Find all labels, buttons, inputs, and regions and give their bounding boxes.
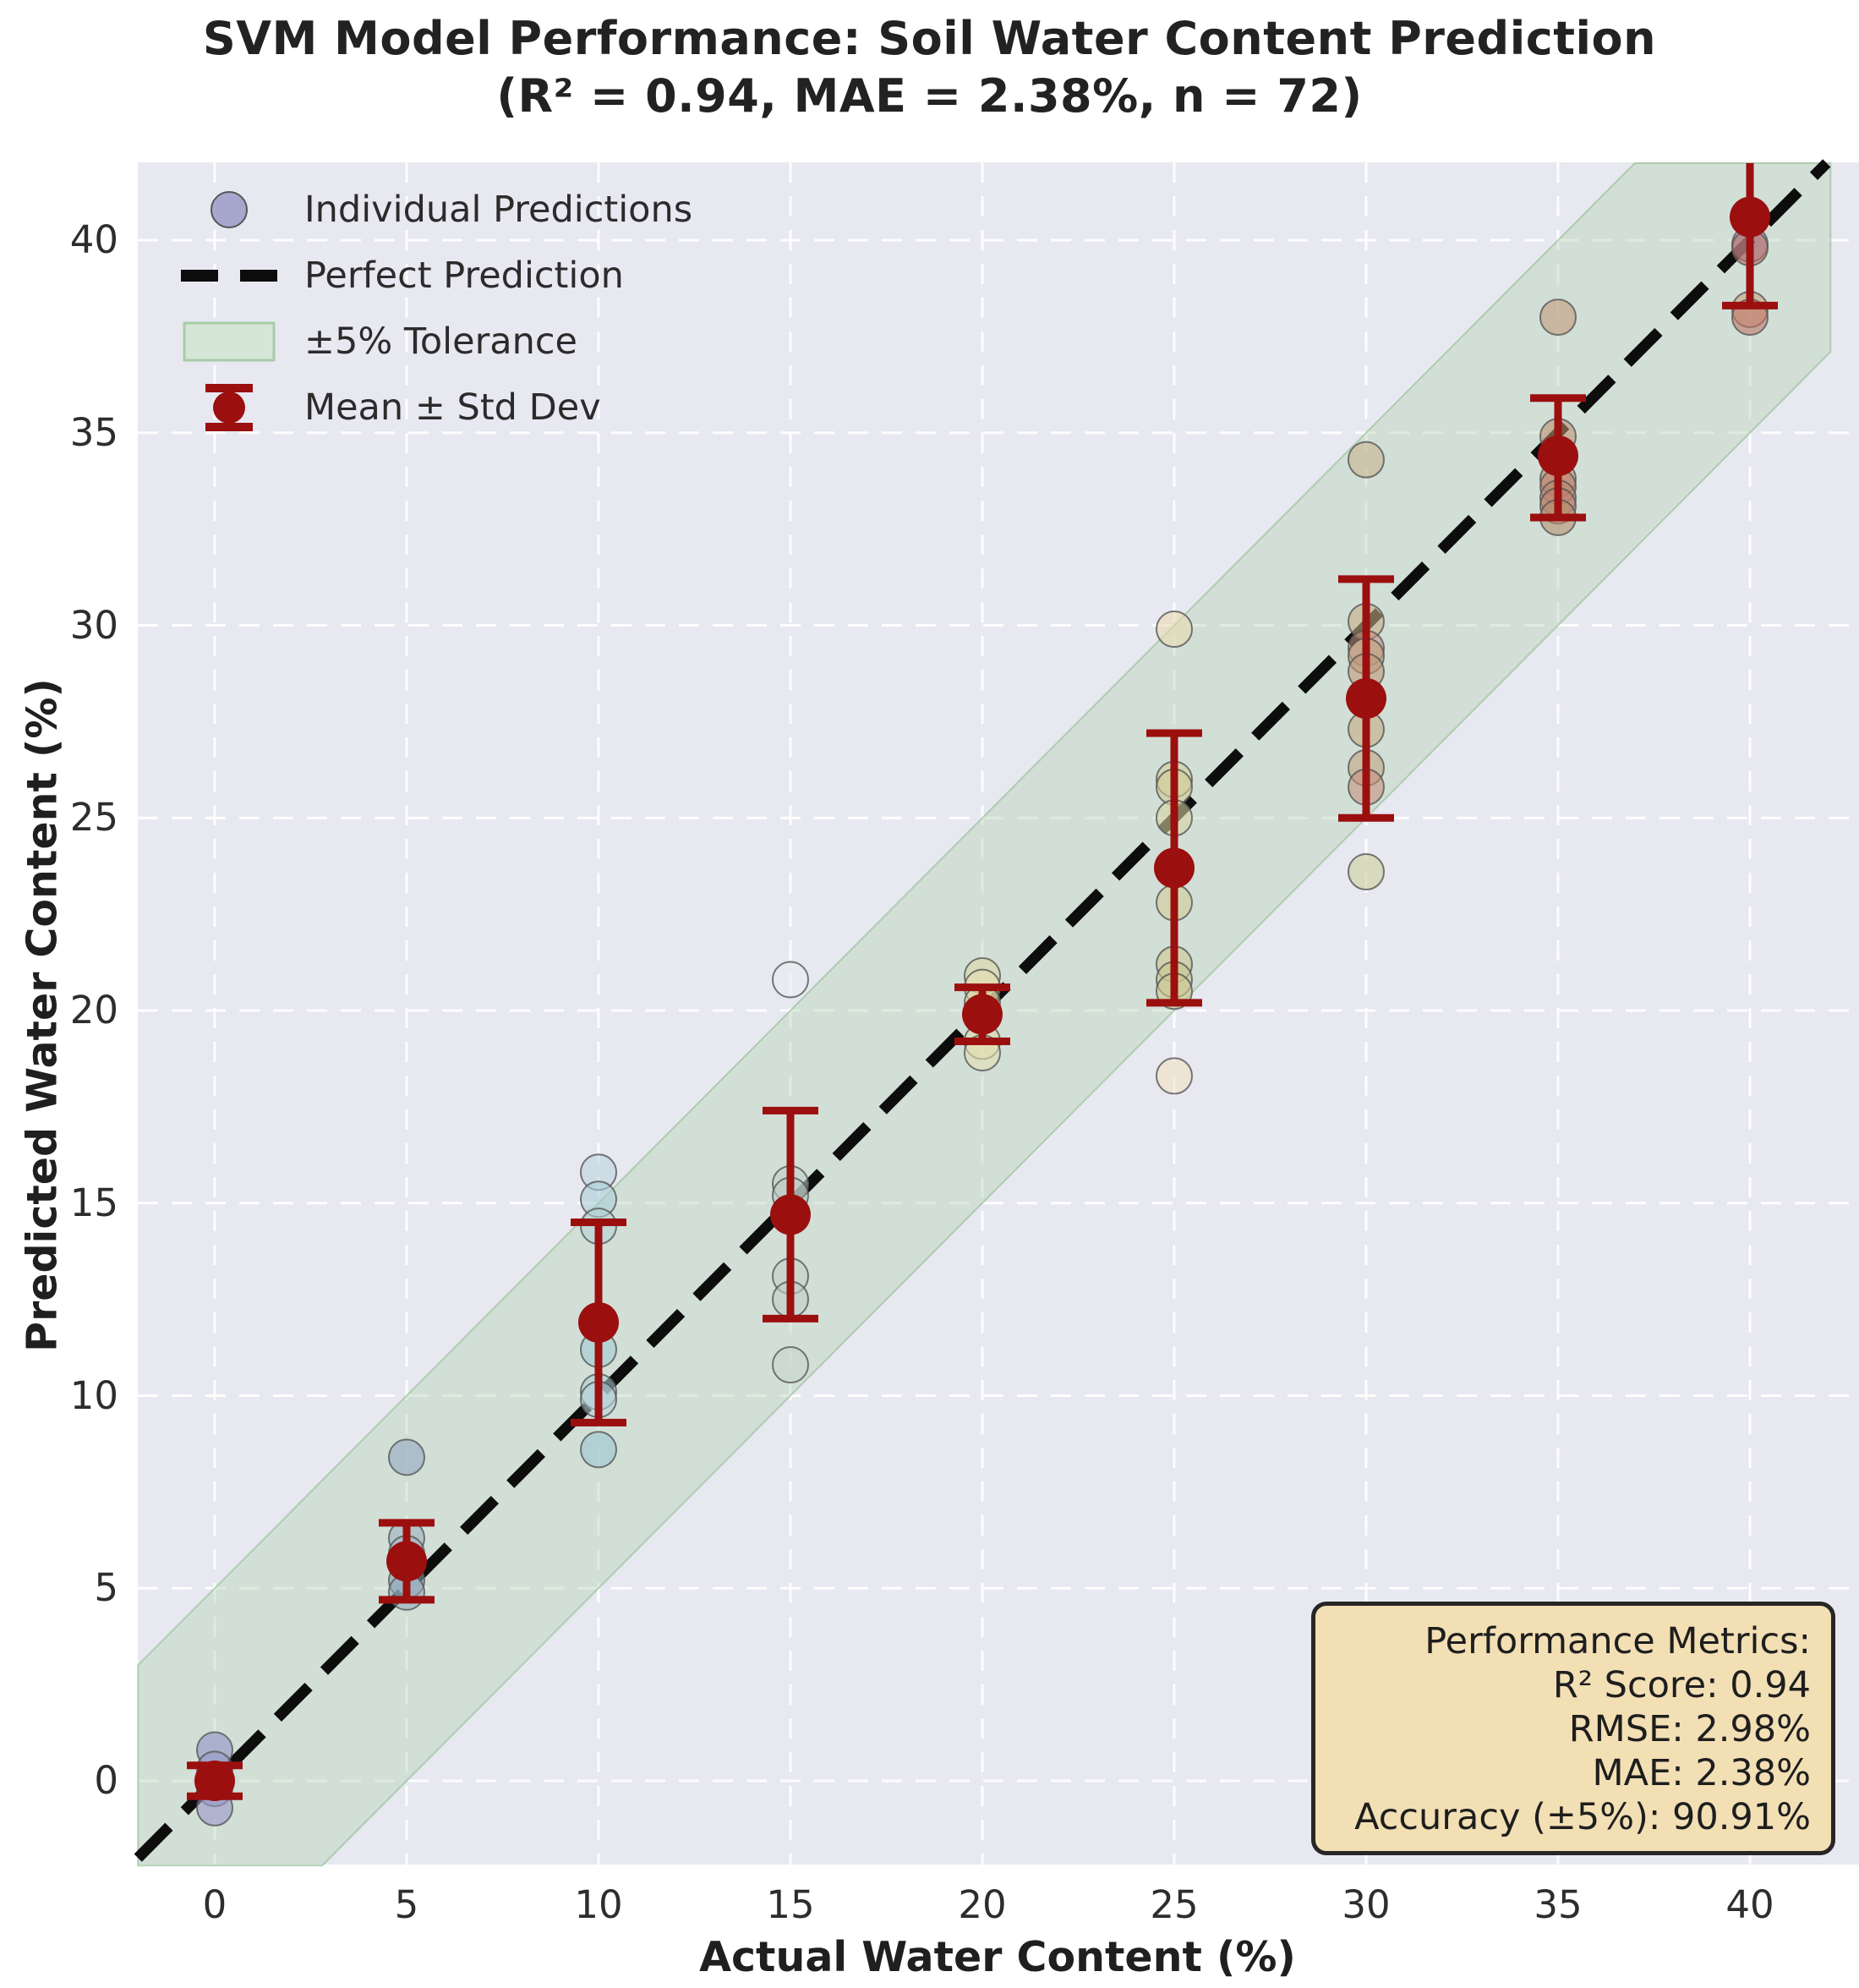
- legend-item-label: Mean ± Std Dev: [304, 386, 601, 429]
- x-tick-label: 5: [394, 1882, 419, 1927]
- legend-item-perfect-prediction: Perfect Prediction: [166, 250, 692, 301]
- metrics-accuracy: Accuracy (±5%): 90.91%: [1354, 1796, 1811, 1838]
- y-tick-label: 5: [94, 1565, 118, 1611]
- mean-marker: [1538, 435, 1578, 477]
- performance-metrics-box: Performance Metrics: R² Score: 0.94 RMSE…: [1311, 1602, 1835, 1855]
- mean-marker: [386, 1541, 427, 1582]
- y-tick-label: 40: [69, 217, 118, 262]
- legend-item-label: ±5% Tolerance: [304, 320, 577, 363]
- chart-title-line2: (R² = 0.94, MAE = 2.38%, n = 72): [496, 69, 1363, 123]
- scatter-point: [580, 1431, 617, 1469]
- y-axis-label: Predicted Water Content (%): [18, 678, 67, 1352]
- y-tick-label: 10: [69, 1372, 118, 1418]
- scatter-point: [1348, 853, 1385, 891]
- y-tick-label: 15: [69, 1180, 118, 1225]
- errorbar-icon: [166, 382, 293, 433]
- x-tick-label: 35: [1534, 1882, 1583, 1927]
- chart-title-line1: SVM Model Performance: Soil Water Conten…: [202, 12, 1657, 65]
- x-axis-label: Actual Water Content (%): [699, 1933, 1296, 1981]
- mean-marker: [578, 1301, 619, 1343]
- y-axis-tick-labels: 40 35 30 25 20 15 10 5 0: [44, 216, 118, 1805]
- x-tick-label: 25: [1150, 1882, 1199, 1927]
- scatter-dot-icon: [166, 184, 293, 235]
- dashed-line-icon: [166, 250, 293, 301]
- legend-item-tolerance-band: ±5% Tolerance: [166, 316, 692, 367]
- mean-marker: [962, 994, 1003, 1035]
- legend: Individual Predictions Perfect Predictio…: [166, 184, 692, 433]
- x-tick-label: 20: [958, 1882, 1007, 1927]
- x-tick-label: 15: [766, 1882, 815, 1927]
- legend-item-label: Perfect Prediction: [304, 255, 624, 297]
- x-tick-label: 30: [1342, 1882, 1391, 1927]
- y-tick-label: 35: [69, 409, 118, 455]
- y-tick-label: 0: [94, 1758, 118, 1803]
- legend-item-mean-std: Mean ± Std Dev: [166, 382, 692, 433]
- mean-marker: [1346, 678, 1386, 720]
- x-axis-tick-labels: 0 5 10 15 20 25 30 35 40: [179, 1882, 1785, 1928]
- mean-marker: [1154, 847, 1195, 889]
- metrics-mae: MAE: 2.38%: [1592, 1752, 1811, 1794]
- scatter-point: [388, 1438, 425, 1476]
- metrics-title: Performance Metrics:: [1424, 1620, 1811, 1662]
- scatter-point: [1348, 441, 1385, 479]
- mean-marker: [1730, 196, 1770, 238]
- mean-marker: [194, 1761, 235, 1801]
- scatter-point: [772, 961, 809, 999]
- y-tick-label: 30: [69, 602, 118, 648]
- x-tick-label: 0: [202, 1882, 227, 1927]
- scatter-point: [1156, 611, 1193, 649]
- metrics-rmse: RMSE: 2.98%: [1568, 1708, 1811, 1750]
- scatter-point: [1156, 1057, 1193, 1095]
- scatter-point: [1539, 298, 1577, 337]
- legend-item-label: Individual Predictions: [304, 189, 693, 231]
- y-tick-label: 20: [69, 988, 118, 1032]
- band-swatch-icon: [166, 316, 293, 367]
- legend-item-individual-predictions: Individual Predictions: [166, 184, 692, 235]
- scatter-point: [772, 1346, 809, 1384]
- x-tick-label: 40: [1725, 1882, 1774, 1927]
- x-tick-label: 10: [574, 1882, 623, 1927]
- metrics-r2: R² Score: 0.94: [1552, 1664, 1811, 1706]
- mean-marker: [770, 1194, 811, 1235]
- y-tick-label: 25: [69, 795, 118, 841]
